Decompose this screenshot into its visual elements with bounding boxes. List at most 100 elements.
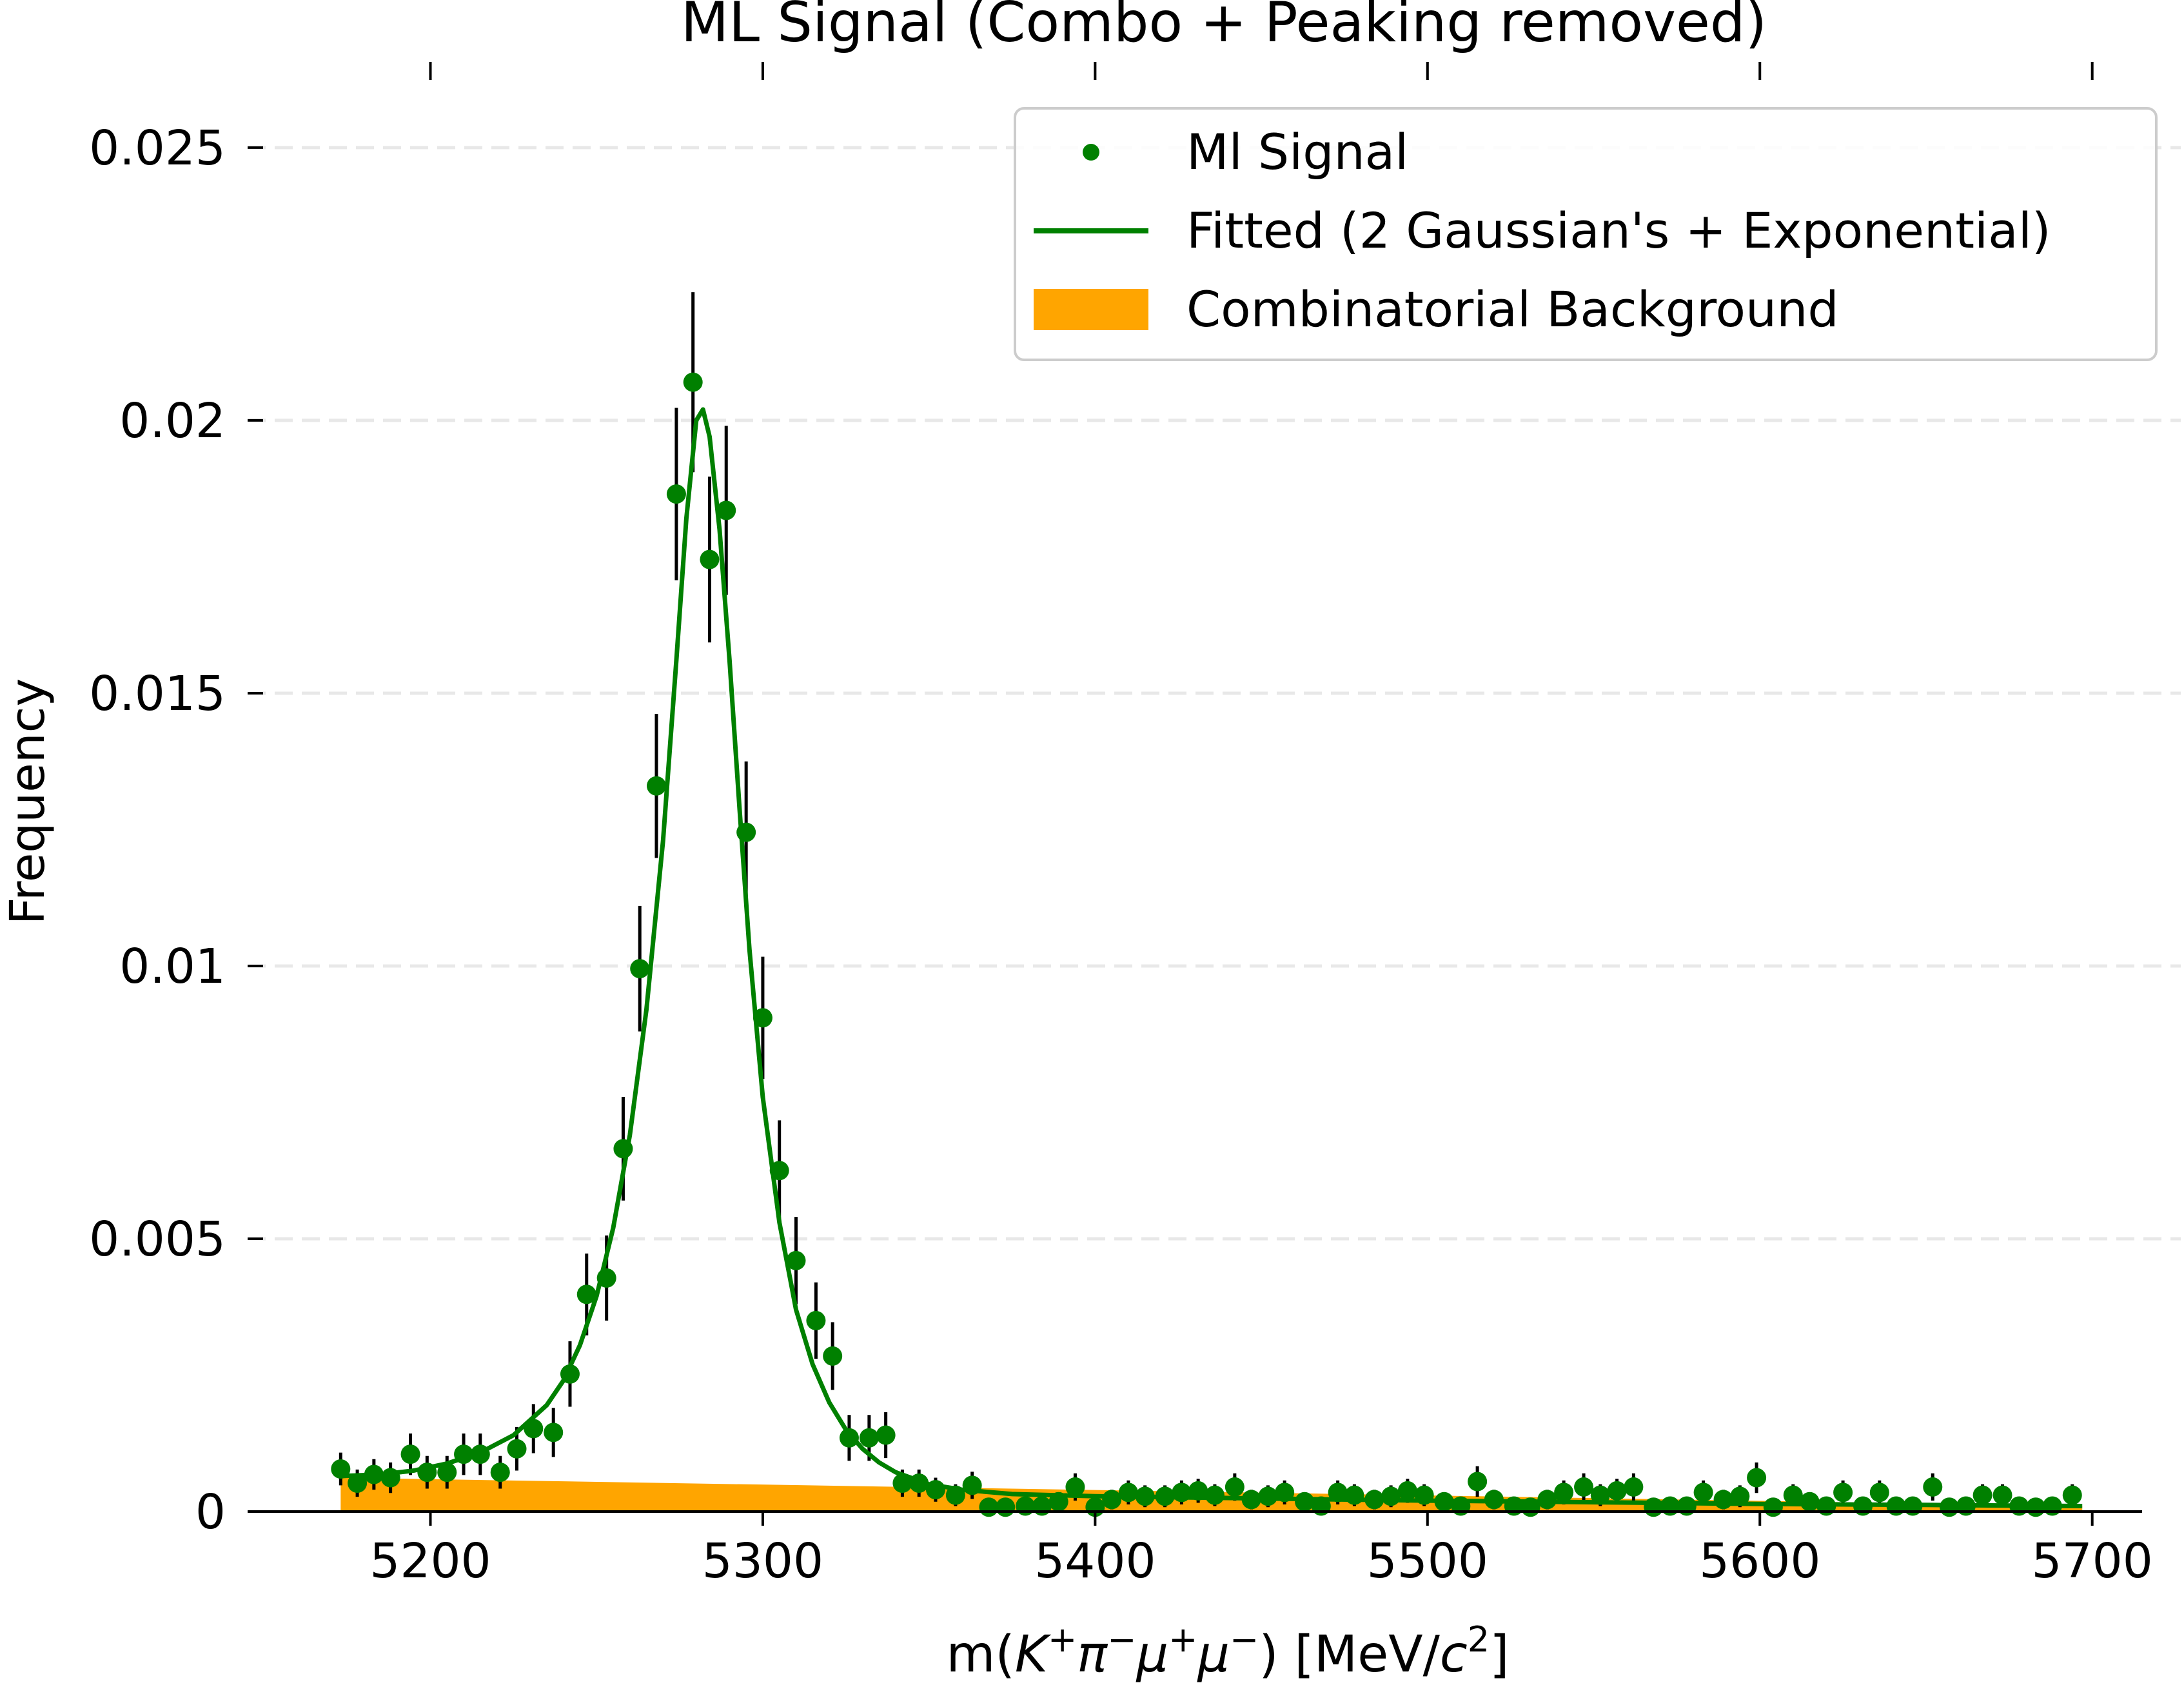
signal-point-34 bbox=[925, 1480, 945, 1500]
signal-point-63 bbox=[1434, 1492, 1454, 1512]
signal-point-50 bbox=[1205, 1485, 1225, 1505]
signal-point-54 bbox=[1275, 1483, 1295, 1503]
signal-point-83 bbox=[1783, 1485, 1803, 1505]
signal-point-32 bbox=[892, 1473, 912, 1493]
signal-point-22 bbox=[716, 500, 736, 520]
signal-point-97 bbox=[2026, 1497, 2046, 1517]
signal-point-99 bbox=[2062, 1485, 2082, 1505]
x-ticks: 5200 5300 5400 5500 5600 5700 bbox=[369, 62, 2153, 1589]
legend-marker-signal bbox=[1083, 144, 1099, 161]
error-bars bbox=[339, 292, 2074, 1512]
signal-point-68 bbox=[1520, 1497, 1540, 1517]
signal-point-7 bbox=[454, 1444, 474, 1464]
signal-point-84 bbox=[1800, 1492, 1820, 1512]
signal-point-31 bbox=[876, 1425, 896, 1445]
signal-point-65 bbox=[1468, 1472, 1488, 1492]
signal-point-6 bbox=[437, 1463, 457, 1483]
signal-point-27 bbox=[806, 1310, 826, 1330]
signal-point-53 bbox=[1258, 1486, 1278, 1506]
signal-point-72 bbox=[1590, 1485, 1610, 1505]
legend-label-background: Combinatorial Background bbox=[1186, 281, 1839, 338]
signal-point-4 bbox=[400, 1444, 420, 1464]
signal-point-35 bbox=[945, 1485, 965, 1505]
signal-point-82 bbox=[1763, 1497, 1783, 1517]
chart-title: ML Signal (Combo + Peaking removed) bbox=[681, 0, 1767, 55]
signal-point-76 bbox=[1660, 1496, 1680, 1516]
y-tick-label-4: 0.02 bbox=[119, 393, 226, 449]
signal-point-66 bbox=[1484, 1490, 1504, 1510]
y-tick-label-0: 0 bbox=[195, 1484, 226, 1540]
signal-point-57 bbox=[1328, 1483, 1348, 1503]
legend-label-signal: Ml Signal bbox=[1186, 123, 1408, 181]
signal-point-5 bbox=[417, 1463, 437, 1483]
signal-point-17 bbox=[630, 959, 650, 979]
y-axis-label: Frequency bbox=[0, 678, 55, 925]
signal-point-24 bbox=[753, 1008, 772, 1028]
fit-curve bbox=[340, 407, 2083, 1508]
signal-point-90 bbox=[1903, 1496, 1923, 1516]
signal-point-25 bbox=[769, 1161, 789, 1181]
signal-point-52 bbox=[1241, 1490, 1261, 1510]
signal-point-51 bbox=[1225, 1477, 1244, 1497]
signal-point-55 bbox=[1295, 1492, 1315, 1512]
signal-point-3 bbox=[380, 1468, 400, 1488]
y-tick-label-1: 0.005 bbox=[89, 1212, 226, 1267]
signal-point-61 bbox=[1397, 1481, 1417, 1501]
x-tick-label-5: 5700 bbox=[2032, 1533, 2153, 1589]
signal-point-88 bbox=[1869, 1483, 1889, 1503]
signal-point-93 bbox=[1956, 1496, 1976, 1516]
signal-point-85 bbox=[1816, 1496, 1836, 1516]
signal-point-29 bbox=[839, 1428, 859, 1448]
signal-point-1 bbox=[348, 1473, 368, 1493]
signal-point-70 bbox=[1554, 1483, 1574, 1503]
signal-point-9 bbox=[490, 1463, 510, 1483]
signal-point-44 bbox=[1102, 1490, 1122, 1510]
y-tick-label-3: 0.015 bbox=[89, 666, 226, 722]
signal-point-41 bbox=[1048, 1492, 1068, 1512]
legend-frame bbox=[1014, 107, 2158, 361]
signal-point-79 bbox=[1713, 1490, 1733, 1510]
signal-point-74 bbox=[1624, 1477, 1644, 1497]
signal-point-86 bbox=[1833, 1483, 1853, 1503]
signal-point-49 bbox=[1188, 1481, 1208, 1501]
signal-point-81 bbox=[1747, 1468, 1767, 1488]
signal-point-23 bbox=[736, 822, 756, 842]
signal-point-78 bbox=[1693, 1483, 1713, 1503]
signal-point-89 bbox=[1886, 1496, 1906, 1516]
signal-point-71 bbox=[1574, 1477, 1594, 1497]
signal-point-38 bbox=[996, 1497, 1016, 1517]
signal-point-10 bbox=[507, 1439, 527, 1459]
signal-point-91 bbox=[1923, 1477, 1943, 1497]
signal-point-80 bbox=[1730, 1486, 1750, 1506]
signal-point-30 bbox=[859, 1428, 879, 1448]
x-tick-label-4: 5600 bbox=[1699, 1533, 1820, 1589]
x-tick-label-1: 5300 bbox=[702, 1533, 823, 1589]
signal-point-94 bbox=[1972, 1485, 1992, 1505]
x-axis-label: m(K+π−μ+μ−) [MeV/c2] bbox=[946, 1619, 1509, 1684]
x-tick-label-3: 5500 bbox=[1367, 1533, 1488, 1589]
signal-point-60 bbox=[1381, 1486, 1401, 1506]
y-ticks: 0 0.005 0.01 0.015 0.02 0.025 bbox=[89, 121, 263, 1540]
signal-point-77 bbox=[1677, 1496, 1697, 1516]
signal-point-96 bbox=[2009, 1496, 2029, 1516]
signal-point-98 bbox=[2042, 1496, 2062, 1516]
signal-point-20 bbox=[683, 372, 703, 392]
signal-point-73 bbox=[1607, 1481, 1627, 1501]
signal-point-13 bbox=[560, 1364, 580, 1384]
signal-point-16 bbox=[613, 1139, 633, 1159]
signal-point-19 bbox=[666, 484, 686, 504]
signal-point-48 bbox=[1172, 1483, 1192, 1503]
signal-point-62 bbox=[1414, 1485, 1434, 1505]
signal-point-33 bbox=[909, 1473, 929, 1493]
signal-point-75 bbox=[1644, 1497, 1664, 1517]
y-tick-label-2: 0.01 bbox=[119, 939, 226, 994]
signal-point-37 bbox=[979, 1497, 999, 1517]
signal-point-92 bbox=[1940, 1497, 1960, 1517]
signal-point-26 bbox=[786, 1250, 806, 1270]
signal-point-14 bbox=[576, 1285, 596, 1305]
signal-point-36 bbox=[962, 1475, 982, 1495]
signal-point-21 bbox=[700, 549, 720, 569]
signal-point-59 bbox=[1364, 1490, 1384, 1510]
x-tick-label-2: 5400 bbox=[1034, 1533, 1156, 1589]
